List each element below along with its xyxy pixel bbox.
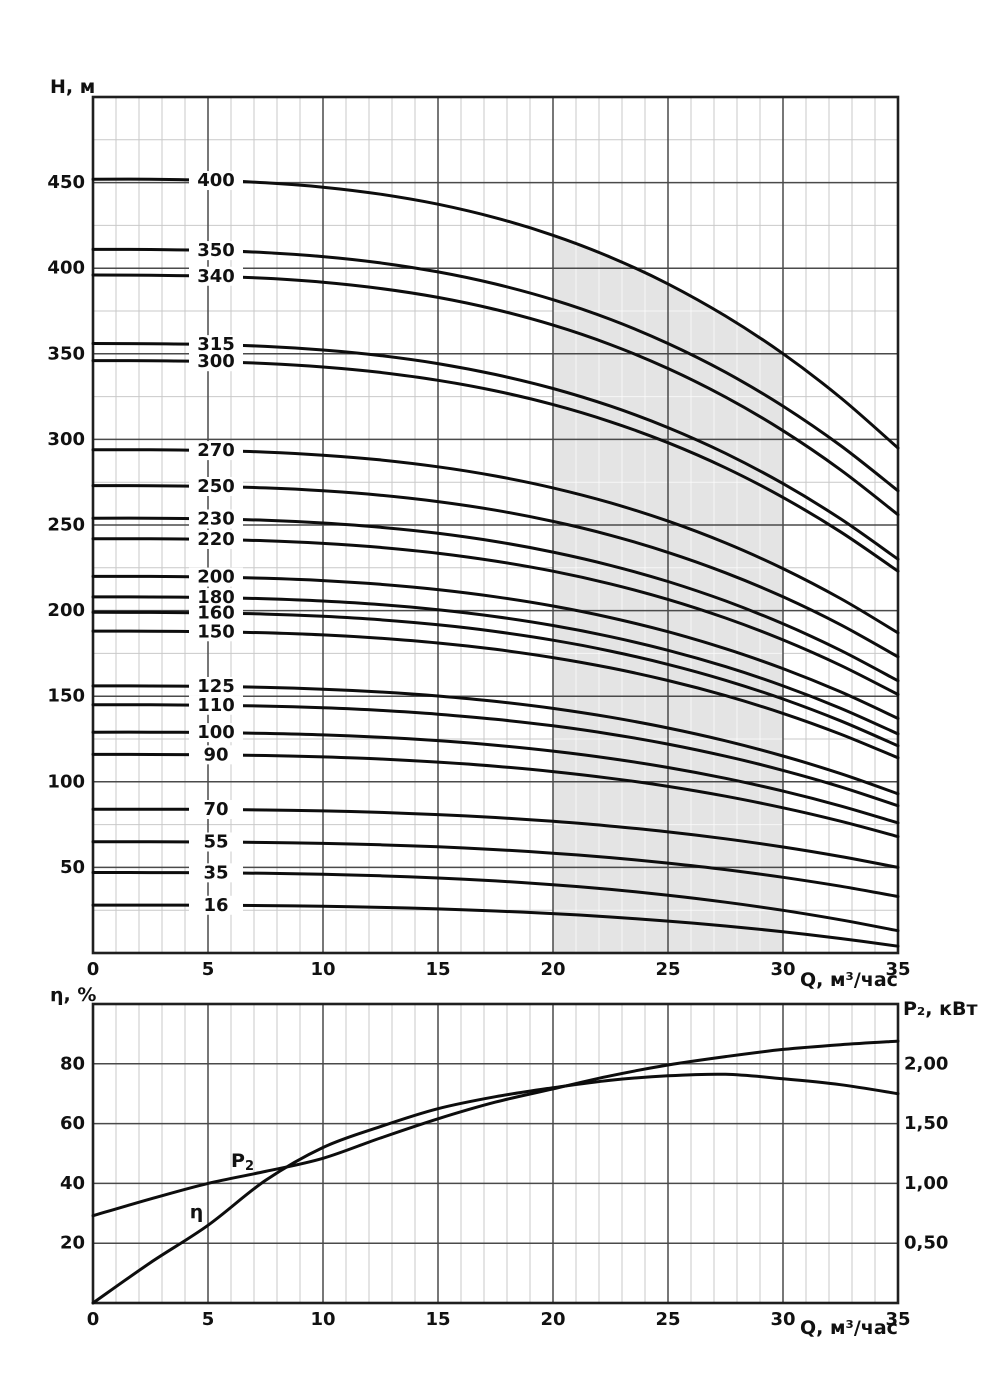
eff-chart-minor-grid	[115, 1004, 876, 1303]
eff-power-curves	[91, 1039, 900, 1305]
svg-text:10: 10	[310, 1309, 335, 1330]
svg-text:0: 0	[87, 1309, 100, 1330]
svg-text:20: 20	[540, 1309, 565, 1330]
svg-text:230: 230	[197, 508, 235, 529]
svg-text:300: 300	[197, 351, 235, 372]
svg-text:25: 25	[655, 959, 680, 980]
svg-text:15: 15	[425, 1309, 450, 1330]
svg-text:16: 16	[203, 895, 228, 916]
flow-axis-title-top: Q, м³/час	[800, 969, 898, 991]
svg-text:110: 110	[197, 695, 235, 716]
svg-text:35: 35	[885, 959, 910, 980]
efficiency-curve-label: η	[190, 1201, 204, 1223]
svg-text:5: 5	[202, 1309, 215, 1330]
svg-text:20: 20	[60, 1233, 85, 1254]
svg-text:2,00: 2,00	[904, 1053, 948, 1074]
svg-text:150: 150	[197, 621, 235, 642]
power-curve	[91, 1039, 900, 1218]
svg-text:55: 55	[203, 831, 228, 852]
svg-text:5: 5	[202, 959, 215, 980]
svg-text:180: 180	[197, 587, 235, 608]
svg-text:250: 250	[47, 515, 85, 536]
svg-text:90: 90	[203, 744, 228, 765]
svg-text:400: 400	[197, 170, 235, 191]
eff-chart-tick-labels: 20 40 60 80 0,50 1,00 1,50 2,00 0 5 10 15 20 25 30 35	[60, 1053, 948, 1330]
eff-chart-major-grid	[93, 1004, 898, 1303]
svg-text:15: 15	[425, 959, 450, 980]
svg-text:30: 30	[770, 1309, 795, 1330]
svg-text:350: 350	[197, 240, 235, 261]
svg-text:350: 350	[47, 343, 85, 364]
eff-chart-border	[91, 1002, 900, 1305]
svg-text:25: 25	[655, 1309, 680, 1330]
svg-text:200: 200	[47, 600, 85, 621]
svg-text:80: 80	[60, 1053, 85, 1074]
efficiency-axis-title: η, %	[50, 984, 97, 1006]
head-axis-title: Н, м	[50, 76, 96, 98]
power-axis-title: P₂, кВт	[903, 998, 978, 1020]
svg-text:35: 35	[885, 1309, 910, 1330]
svg-text:20: 20	[540, 959, 565, 980]
svg-text:270: 270	[197, 440, 235, 461]
svg-text:100: 100	[197, 722, 235, 743]
svg-text:340: 340	[197, 266, 235, 287]
svg-text:315: 315	[197, 334, 235, 355]
svg-text:70: 70	[203, 799, 228, 820]
svg-text:200: 200	[197, 567, 235, 588]
svg-text:160: 160	[197, 602, 235, 623]
eff-power-curve-labels: η P2	[190, 1150, 254, 1223]
svg-text:450: 450	[47, 172, 85, 193]
svg-text:1,50: 1,50	[904, 1113, 948, 1134]
svg-text:10: 10	[310, 959, 335, 980]
svg-text:400: 400	[47, 258, 85, 279]
power-curve-label: P2	[231, 1150, 254, 1174]
svg-text:40: 40	[60, 1173, 85, 1194]
svg-text:220: 220	[197, 529, 235, 550]
svg-text:300: 300	[47, 429, 85, 450]
svg-text:125: 125	[197, 676, 235, 697]
head-chart-tick-labels: 50 100 150 200 250 300 350 400 450 0 5 10 15 20 25 30 35	[47, 172, 910, 980]
head-chart-border	[91, 95, 900, 955]
svg-text:250: 250	[197, 476, 235, 497]
flow-axis-title-bottom: Q, м³/час	[800, 1317, 898, 1339]
svg-text:30: 30	[770, 959, 795, 980]
svg-text:60: 60	[60, 1113, 85, 1134]
svg-text:150: 150	[47, 686, 85, 707]
svg-text:35: 35	[203, 862, 228, 883]
svg-text:50: 50	[60, 857, 85, 878]
svg-text:0: 0	[87, 959, 100, 980]
svg-text:0,50: 0,50	[904, 1233, 948, 1254]
svg-text:1,00: 1,00	[904, 1173, 948, 1194]
efficiency-curve	[91, 1072, 900, 1305]
svg-text:100: 100	[47, 771, 85, 792]
